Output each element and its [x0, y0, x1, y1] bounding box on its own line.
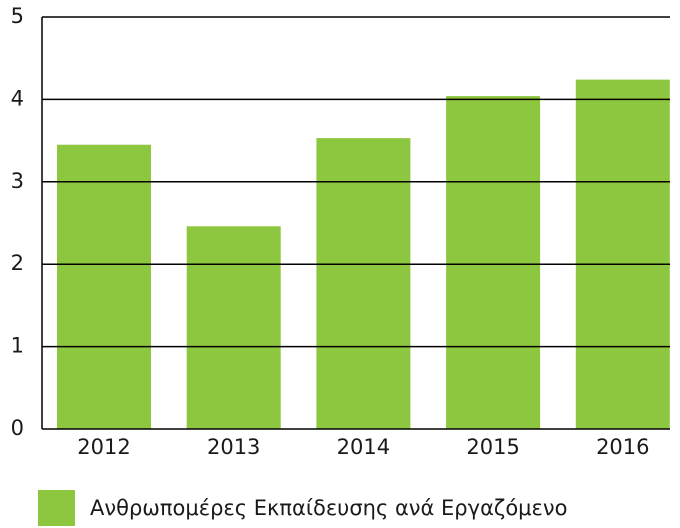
x-tick-label: 2012 [77, 435, 130, 459]
y-tick-label: 3 [11, 169, 24, 193]
legend-swatch [38, 490, 75, 526]
y-tick-label: 5 [11, 4, 24, 28]
bar [575, 79, 670, 430]
y-tick-label: 4 [11, 86, 24, 110]
bar [316, 138, 411, 430]
y-tick-label: 2 [11, 251, 24, 275]
bar [57, 144, 151, 429]
x-tick-label: 2016 [596, 435, 649, 459]
x-tick-label: 2014 [337, 435, 390, 459]
y-tick-label: 0 [11, 416, 24, 440]
bar [186, 226, 281, 429]
x-tick-label: 2015 [466, 435, 519, 459]
x-tick-label: 2013 [207, 435, 260, 459]
bar [446, 96, 541, 429]
y-tick-label: 1 [11, 334, 24, 358]
legend-label: Ανθρωπομέρες Εκπαίδευσης ανά Εργαζόμενο [90, 496, 567, 520]
